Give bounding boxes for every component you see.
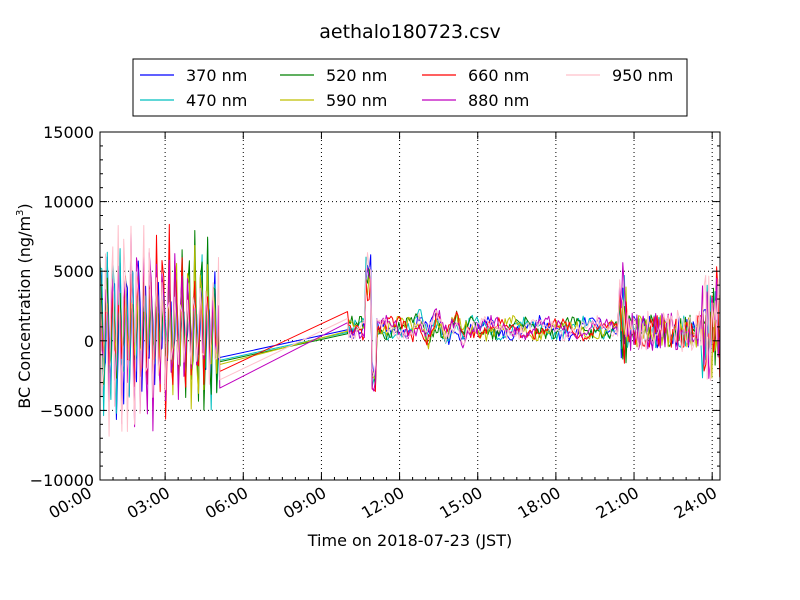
y-axis-label: BC Concentration (ng/m3) — [15, 203, 34, 408]
chart-title: aethalo180723.csv — [319, 21, 501, 43]
series-lines — [100, 223, 720, 437]
x-tick-label: 03:00 — [124, 483, 173, 523]
series-line-950-nm — [100, 225, 720, 437]
legend-label: 950 nm — [612, 66, 673, 85]
plot-frame — [99, 131, 721, 481]
x-tick-label: 09:00 — [280, 483, 329, 523]
y-axis-label-superscript: 3 — [15, 210, 26, 216]
series-line-590-nm — [100, 245, 720, 410]
y-tick-label: 5000 — [53, 262, 94, 281]
x-tick-label: 24:00 — [671, 483, 720, 523]
grid-lines — [100, 132, 720, 480]
x-axis-label: Time on 2018-07-23 (JST) — [307, 531, 512, 550]
legend: 370 nm 470 nm 520 nm 590 nm 660 nm 880 nm 950 … — [132, 58, 688, 117]
x-tick-label: 12:00 — [358, 483, 407, 523]
x-tick-label: 06:00 — [202, 483, 251, 523]
y-tick-label: −5000 — [40, 401, 94, 420]
legend-label: 470 nm — [186, 91, 247, 110]
y-axis-label-close: ) — [15, 203, 34, 209]
y-tick-label: 15000 — [43, 123, 94, 142]
y-tick-label: −10000 — [30, 471, 94, 490]
legend-label: 660 nm — [468, 66, 529, 85]
legend-label: 590 nm — [326, 91, 387, 110]
y-tick-label: 0 — [84, 332, 94, 351]
y-axis-label-main: BC Concentration (ng/m — [15, 216, 34, 409]
legend-frame — [132, 58, 688, 117]
x-tick-label: 18:00 — [514, 483, 563, 523]
y-tick-label: 10000 — [43, 193, 94, 212]
x-tick-label: 15:00 — [436, 483, 485, 523]
legend-label: 520 nm — [326, 66, 387, 85]
legend-label: 880 nm — [468, 91, 529, 110]
x-tick-label: 21:00 — [593, 483, 642, 523]
legend-label: 370 nm — [186, 66, 247, 85]
